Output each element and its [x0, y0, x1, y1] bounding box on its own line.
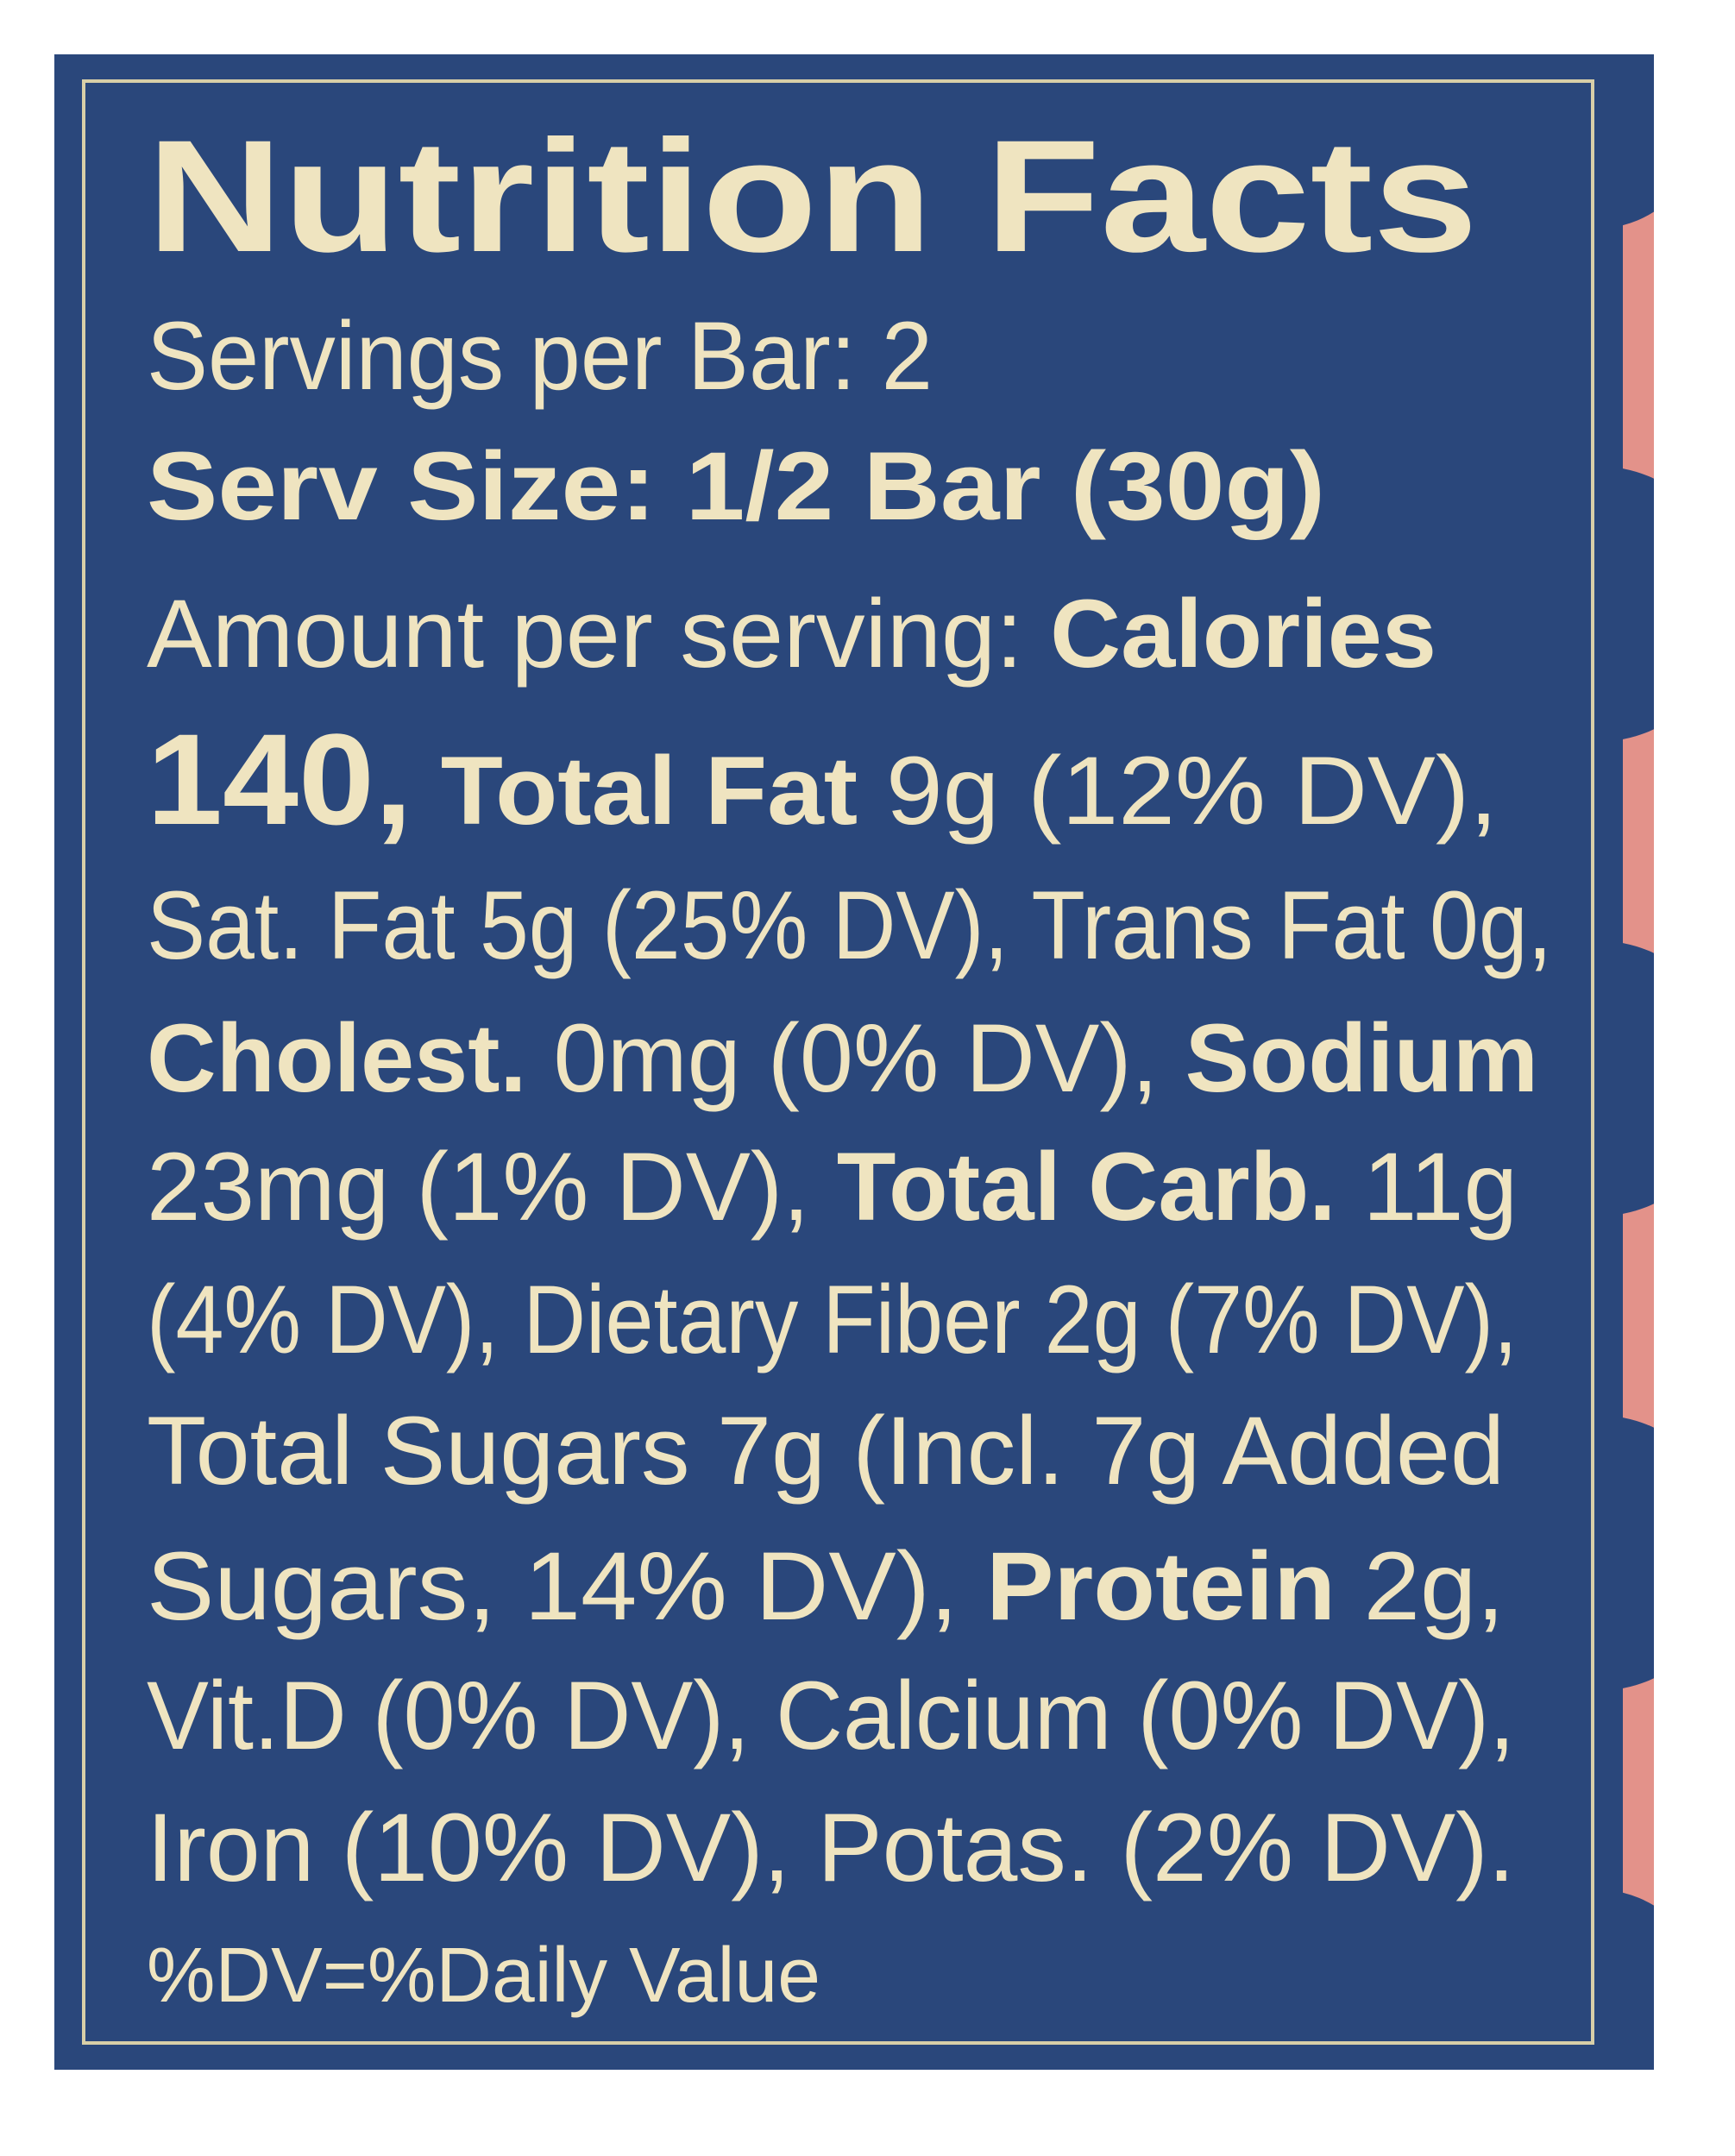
text-segment: Total Sugars 7g (Incl. 7g Added	[147, 1397, 1505, 1505]
text-segment: Servings per Bar: 2	[147, 302, 933, 410]
pink-stripe	[1623, 54, 1654, 2070]
text-segment: Serv Size: 1/2 Bar (30g)	[147, 432, 1325, 540]
text-segment: 0mg (0% DV),	[526, 1004, 1185, 1112]
text-segment: Vit.D (0% DV), Calcium (0% DV),	[147, 1662, 1515, 1769]
nutrition-line: Sugars, 14% DV), Protein 2g,	[147, 1532, 1505, 1640]
text-segment: 23mg (1% DV),	[147, 1133, 837, 1241]
text-segment: 11g	[1336, 1133, 1518, 1241]
nutrition-line: Cholest. 0mg (0% DV), Sodium	[147, 1004, 1538, 1112]
text-segment: Sodium	[1185, 1004, 1538, 1112]
text-segment: Calories	[1050, 580, 1436, 688]
nutrition-line: Iron (10% DV), Potas. (2% DV).	[147, 1794, 1515, 1901]
nutrition-line: (4% DV), Dietary Fiber 2g (7% DV),	[147, 1266, 1518, 1373]
text-segment: (4% DV), Dietary Fiber 2g (7% DV),	[147, 1266, 1518, 1373]
label-border	[82, 79, 1594, 2045]
nutrition-line: Serv Size: 1/2 Bar (30g)	[147, 432, 1325, 540]
text-segment: 9g (12% DV),	[858, 737, 1498, 845]
nutrition-line: Amount per serving: Calories	[147, 580, 1436, 688]
text-segment: Protein	[986, 1532, 1336, 1640]
text-segment: Total Fat	[412, 737, 858, 845]
text-segment: 2g,	[1336, 1532, 1505, 1640]
text-segment: Total Carb.	[837, 1133, 1336, 1241]
text-segment: Amount per serving:	[147, 580, 1050, 688]
nutrition-line: Vit.D (0% DV), Calcium (0% DV),	[147, 1662, 1515, 1769]
text-segment: Cholest.	[147, 1004, 526, 1112]
nutrition-line: Total Sugars 7g (Incl. 7g Added	[147, 1397, 1505, 1505]
text-segment: Sat. Fat 5g (25% DV), Trans Fat 0g,	[147, 871, 1552, 979]
title: Nutrition Facts	[147, 108, 1478, 286]
label-background	[54, 54, 1654, 2070]
nutrition-line: Servings per Bar: 2	[147, 302, 933, 410]
nutrition-line: Sat. Fat 5g (25% DV), Trans Fat 0g,	[147, 871, 1552, 979]
text-segment: Sugars, 14% DV),	[147, 1532, 986, 1640]
footnote: %DV=%Daily Value	[147, 1933, 820, 2019]
text-segment: 140,	[147, 707, 412, 852]
nutrition-line: 23mg (1% DV), Total Carb. 11g	[147, 1133, 1518, 1241]
nutrition-line: 140, Total Fat 9g (12% DV),	[147, 707, 1498, 852]
text-segment: Iron (10% DV), Potas. (2% DV).	[147, 1794, 1515, 1901]
